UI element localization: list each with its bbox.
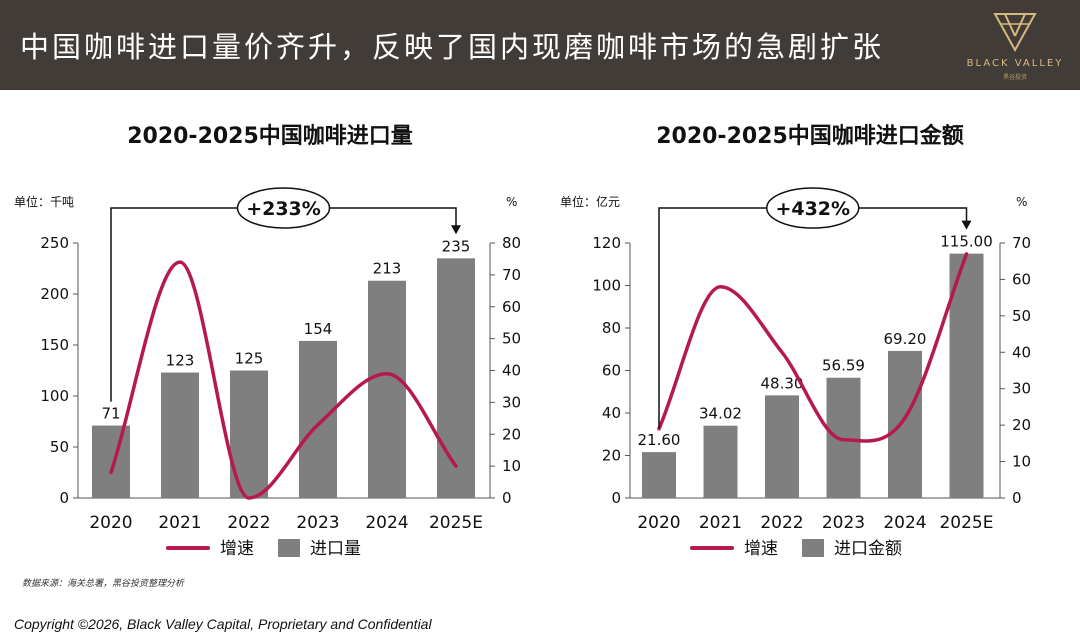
value-left-unit-label: 单位：亿元 xyxy=(560,194,620,209)
value-left-tick-label: 40 xyxy=(602,404,621,422)
value-bar-label: 21.60 xyxy=(638,431,681,449)
volume-right-tick-label: 50 xyxy=(502,330,521,348)
volume-x-tick-label: 2023 xyxy=(296,513,339,533)
value-x-tick-label: 2020 xyxy=(637,513,680,533)
volume-bar-2021 xyxy=(161,372,199,498)
value-bar-2021 xyxy=(703,425,738,498)
volume-growth-bubble xyxy=(236,187,331,229)
volume-bar-label: 213 xyxy=(373,260,402,278)
volume-bar-label: 123 xyxy=(166,352,195,370)
volume-bar-2025E xyxy=(437,258,475,498)
value-x-tick-label: 2025E xyxy=(939,513,993,533)
volume-left-tick-label: 250 xyxy=(40,234,69,252)
source-note: 数据来源：海关总署，黑谷投资整理分析 xyxy=(22,579,185,589)
value-bar-label: 115.00 xyxy=(940,233,993,251)
volume-right-tick-label: 10 xyxy=(502,457,521,475)
volume-right-tick-label: 30 xyxy=(502,393,521,411)
value-left-tick-label: 100 xyxy=(592,277,621,295)
volume-growth-line xyxy=(109,260,458,500)
volume-bar-2024 xyxy=(368,280,406,498)
volume-right-unit-label: % xyxy=(506,195,517,209)
value-right-tick-label: 40 xyxy=(1012,343,1031,361)
value-bar-2022 xyxy=(765,395,799,498)
value-bar-2025E xyxy=(949,253,984,498)
volume-x-tick-label: 2025E xyxy=(429,513,483,533)
volume-growth-label: +233% xyxy=(246,198,321,220)
volume-legend-bar-swatch xyxy=(278,539,300,557)
value-chart-title: 2020-2025中国咖啡进口金额 xyxy=(656,123,964,149)
value-right-tick-label: 50 xyxy=(1012,307,1031,325)
value-right-tick-label: 30 xyxy=(1012,380,1031,398)
logo-subtitle: 黑谷投资 xyxy=(1002,74,1027,81)
value-x-tick-label: 2022 xyxy=(760,513,803,533)
copyright-footer: Copyright ©2026, Black Valley Capital, P… xyxy=(14,616,432,632)
volume-left-tick-label: 0 xyxy=(59,489,69,507)
value-bar-label: 34.02 xyxy=(699,405,742,423)
volume-bar-label: 154 xyxy=(304,320,333,338)
page-title: 中国咖啡进口量价齐升，反映了国内现磨咖啡市场的急剧扩张 xyxy=(20,30,885,64)
value-left-tick-label: 120 xyxy=(592,234,621,252)
black-valley-logo: BLACK VALLEY 黑谷投资 xyxy=(960,10,1070,86)
import-value-chart: 2020-2025中国咖啡进口金额单位：亿元% 0 20 40 60 80 100 120 0 1… xyxy=(540,90,1080,590)
volume-right-tick-label: 0 xyxy=(502,489,512,507)
volume-x-tick-label: 2024 xyxy=(365,513,408,533)
volume-right-tick-label: 80 xyxy=(502,234,521,252)
volume-bar-label: 125 xyxy=(235,350,264,368)
volume-right-tick-label: 40 xyxy=(502,362,521,380)
value-x-tick-label: 2023 xyxy=(822,513,865,533)
value-growth-label: +432% xyxy=(775,198,850,220)
import-volume-chart: 2020-2025中国咖啡进口量单位：千吨% 0 50 100 150 200 250 0 10… xyxy=(0,90,540,590)
value-left-tick-label: 0 xyxy=(611,489,621,507)
value-bar-2023 xyxy=(826,377,861,498)
volume-bar-2023 xyxy=(299,340,337,498)
volume-left-tick-label: 50 xyxy=(50,438,69,456)
volume-x-tick-label: 2022 xyxy=(227,513,270,533)
value-legend-bar-label: 进口金额 xyxy=(834,539,902,559)
header-bar: 中国咖啡进口量价齐升，反映了国内现磨咖啡市场的急剧扩张 BLACK VALLEY… xyxy=(0,0,1080,90)
volume-x-tick-label: 2020 xyxy=(89,513,132,533)
logo-name: BLACK VALLEY xyxy=(966,58,1064,69)
volume-right-tick-label: 70 xyxy=(502,266,521,284)
value-right-tick-label: 60 xyxy=(1012,270,1031,288)
value-legend-bar-swatch xyxy=(802,539,824,557)
value-bar-2024 xyxy=(888,350,922,498)
volume-x-tick-label: 2021 xyxy=(158,513,201,533)
value-bar-2020 xyxy=(642,452,676,498)
value-right-tick-label: 10 xyxy=(1012,453,1031,471)
value-legend-line-label: 增速 xyxy=(744,539,778,559)
value-growth-line xyxy=(657,252,969,443)
value-bar-label: 69.20 xyxy=(884,330,927,348)
volume-legend-line-label: 增速 xyxy=(220,539,254,559)
volume-left-unit-label: 单位：千吨 xyxy=(14,194,74,209)
volume-left-tick-label: 200 xyxy=(40,285,69,303)
logo-emblem-icon xyxy=(993,13,1037,53)
volume-arrow-down-icon xyxy=(451,225,461,235)
volume-left-tick-label: 100 xyxy=(40,387,69,405)
volume-bar-label: 235 xyxy=(442,237,471,255)
value-x-tick-label: 2024 xyxy=(883,513,926,533)
value-arrow-down-icon xyxy=(961,220,972,230)
volume-bar-2020 xyxy=(92,425,130,498)
value-right-unit-label: % xyxy=(1016,195,1027,209)
value-right-tick-label: 20 xyxy=(1012,416,1031,434)
volume-bar-label: 71 xyxy=(101,405,120,423)
value-bar-label: 56.59 xyxy=(822,357,865,375)
value-right-tick-label: 0 xyxy=(1012,489,1022,507)
volume-right-tick-label: 60 xyxy=(502,298,521,316)
value-bar-label: 48.30 xyxy=(761,374,804,392)
value-x-tick-label: 2021 xyxy=(699,513,742,533)
value-growth-bubble xyxy=(766,187,860,229)
value-left-tick-label: 80 xyxy=(602,319,621,337)
volume-chart-title: 2020-2025中国咖啡进口量 xyxy=(127,124,413,149)
value-left-tick-label: 60 xyxy=(602,362,621,380)
value-right-tick-label: 70 xyxy=(1012,234,1031,252)
value-left-tick-label: 20 xyxy=(602,447,621,465)
volume-left-tick-label: 150 xyxy=(40,336,69,354)
volume-legend-bar-label: 进口量 xyxy=(310,539,361,559)
volume-right-tick-label: 20 xyxy=(502,425,521,443)
